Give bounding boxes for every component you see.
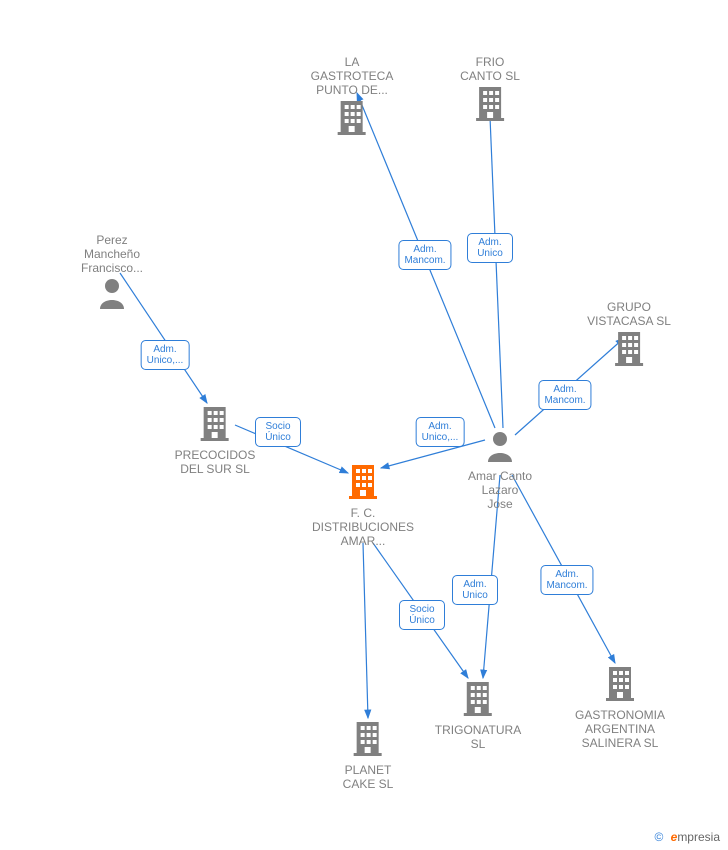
node-perez[interactable]: Perez Mancheño Francisco... — [81, 233, 143, 314]
building-icon — [462, 680, 494, 721]
node-grupo_vista[interactable]: GRUPO VISTACASA SL — [587, 300, 671, 371]
copyright-symbol: © — [654, 830, 663, 844]
node-label: Amar Canto Lazaro Jose — [468, 469, 532, 511]
edge-label[interactable]: Adm. Unico,... — [141, 340, 190, 370]
edge-label[interactable]: Socio Único — [399, 600, 445, 630]
node-label: Perez Mancheño Francisco... — [81, 233, 143, 275]
building-icon — [474, 85, 506, 126]
node-label: F. C. DISTRIBUCIONES AMAR... — [312, 506, 414, 548]
person-icon — [485, 430, 515, 467]
node-frio[interactable]: FRIO CANTO SL — [460, 55, 520, 126]
node-label: FRIO CANTO SL — [460, 55, 520, 83]
node-label: LA GASTROTECA PUNTO DE... — [311, 55, 394, 97]
node-label: GASTRONOMIA ARGENTINA SALINERA SL — [575, 708, 665, 750]
edge-label[interactable]: Socio Único — [255, 417, 301, 447]
person-icon — [97, 277, 127, 314]
node-label: TRIGONATURA SL — [435, 723, 521, 751]
building-icon — [347, 463, 379, 504]
building-icon — [199, 405, 231, 446]
edge-label[interactable]: Adm. Mancom. — [398, 240, 451, 270]
edge-label[interactable]: Adm. Unico,... — [416, 417, 465, 447]
node-precocidos[interactable]: PRECOCIDOS DEL SUR SL — [175, 405, 256, 476]
edge-line — [363, 543, 368, 718]
node-label: PLANET CAKE SL — [343, 763, 394, 791]
building-icon — [604, 665, 636, 706]
edge-label[interactable]: Adm. Unico — [452, 575, 498, 605]
edge-label[interactable]: Adm. Mancom. — [540, 565, 593, 595]
building-icon — [352, 720, 384, 761]
node-fc_amar[interactable]: F. C. DISTRIBUCIONES AMAR... — [312, 463, 414, 548]
node-planet[interactable]: PLANET CAKE SL — [343, 720, 394, 791]
node-label: PRECOCIDOS DEL SUR SL — [175, 448, 256, 476]
node-amar_canto[interactable]: Amar Canto Lazaro Jose — [468, 430, 532, 511]
node-trigo[interactable]: TRIGONATURA SL — [435, 680, 521, 751]
node-label: GRUPO VISTACASA SL — [587, 300, 671, 328]
edge-label[interactable]: Adm. Unico — [467, 233, 513, 263]
network-diagram: Perez Mancheño Francisco... PRECOCIDOS D… — [0, 0, 728, 850]
building-icon — [613, 330, 645, 371]
edge-label[interactable]: Adm. Mancom. — [538, 380, 591, 410]
node-gastronomia[interactable]: GASTRONOMIA ARGENTINA SALINERA SL — [575, 665, 665, 750]
brand-name: empresia — [671, 830, 720, 844]
building-icon — [336, 99, 368, 140]
credit-footer: © empresia — [654, 830, 720, 844]
node-gastroteca[interactable]: LA GASTROTECA PUNTO DE... — [311, 55, 394, 140]
